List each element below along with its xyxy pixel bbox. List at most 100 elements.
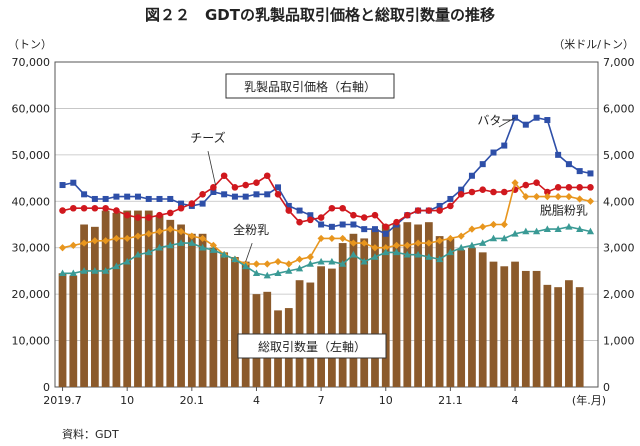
marker-triangle (522, 227, 530, 235)
marker-square (339, 221, 346, 228)
marker-diamond (425, 239, 433, 247)
marker-circle (328, 204, 336, 212)
right-tick-label: 2,000 (603, 288, 635, 301)
marker-triangle (306, 260, 314, 267)
marker-circle (307, 216, 314, 224)
marker-triangle (274, 269, 282, 277)
left-tick-label: 70,000 (12, 56, 51, 69)
marker-triangle (102, 267, 110, 274)
marker-square (134, 193, 141, 200)
marker-circle (177, 204, 185, 212)
marker-diamond (446, 234, 454, 243)
marker-square (544, 117, 551, 124)
x-tick-label: 2019.7 (43, 394, 82, 407)
x-tick-label: 10 (379, 394, 393, 407)
marker-circle (436, 207, 443, 214)
marker-square (124, 193, 131, 200)
volume-bar (69, 275, 78, 387)
left-tick-label: 40,000 (12, 195, 51, 208)
marker-triangle (511, 229, 519, 237)
marker-diamond (511, 179, 519, 187)
marker-circle (339, 204, 346, 212)
marker-diamond (209, 241, 217, 249)
volume-bar (58, 273, 67, 387)
volume-bar (198, 233, 207, 387)
marker-square (479, 161, 486, 168)
marker-circle (447, 202, 454, 210)
marker-diamond (166, 225, 174, 233)
volume-bar (521, 270, 530, 387)
marker-square (285, 202, 292, 209)
marker-circle (231, 184, 239, 191)
left-tick-label: 50,000 (12, 149, 51, 162)
left-tick-label: 60,000 (12, 102, 51, 115)
volume-bar (123, 210, 132, 387)
marker-triangle (317, 257, 325, 265)
marker-triangle (231, 255, 239, 263)
marker-triangle (392, 248, 401, 256)
marker-triangle (532, 227, 541, 235)
x-tick-label: 20.1 (180, 394, 205, 407)
marker-triangle (134, 250, 142, 258)
marker-square (231, 193, 238, 200)
volume-bar (231, 257, 239, 387)
marker-diamond (532, 193, 541, 201)
marker-triangle (199, 243, 207, 251)
marker-circle (544, 188, 551, 196)
marker-square (70, 179, 77, 186)
marker-diamond (145, 230, 153, 238)
volume-bar (575, 287, 584, 387)
marker-triangle (371, 253, 379, 260)
marker-circle (113, 207, 120, 214)
marker-square (113, 193, 120, 200)
marker-diamond (500, 220, 508, 229)
x-tick-label: 21.1 (438, 394, 463, 407)
marker-square (199, 200, 206, 207)
marker-circle (123, 211, 131, 219)
marker-triangle (554, 225, 562, 232)
marker-diamond (199, 234, 207, 243)
marker-circle (533, 179, 540, 187)
marker-circle (565, 184, 573, 191)
marker-square (458, 186, 465, 193)
marker-square (81, 191, 88, 198)
marker-square (501, 142, 508, 149)
volume-bar (112, 212, 121, 387)
marker-diamond (58, 244, 67, 252)
volume-bar (317, 266, 325, 387)
volume-bar (468, 247, 476, 387)
right-tick-label: 1,000 (603, 335, 635, 348)
left-axis-unit: （トン） (8, 38, 52, 51)
marker-circle (80, 204, 88, 212)
chart-title: 図２２ GDTの乳製品取引価格と総取引数量の推移 (145, 6, 495, 24)
marker-diamond (479, 223, 487, 231)
marker-triangle (489, 234, 498, 242)
marker-circle (500, 188, 508, 196)
marker-circle (393, 218, 400, 226)
right-tick-label: 5,000 (603, 149, 635, 162)
marker-diamond (371, 244, 379, 252)
marker-triangle (295, 264, 304, 272)
marker-circle (576, 184, 583, 191)
leader-line (207, 151, 216, 186)
marker-square (522, 121, 529, 128)
marker-triangle (339, 260, 347, 267)
marker-square (91, 195, 98, 202)
marker-diamond (317, 234, 325, 243)
marker-square (307, 212, 314, 219)
right-tick-label: 4,000 (603, 195, 635, 208)
marker-circle (166, 209, 174, 217)
marker-diamond (457, 232, 465, 240)
leader-line (245, 242, 253, 262)
marker-triangle (500, 234, 508, 242)
series-label-cheese: チーズ (190, 130, 225, 145)
volume-bar (134, 210, 142, 387)
marker-circle (145, 214, 153, 221)
marker-diamond (112, 234, 121, 243)
marker-triangle (586, 227, 595, 235)
marker-circle (156, 211, 163, 219)
marker-square (328, 223, 335, 230)
marker-diamond (382, 244, 390, 252)
